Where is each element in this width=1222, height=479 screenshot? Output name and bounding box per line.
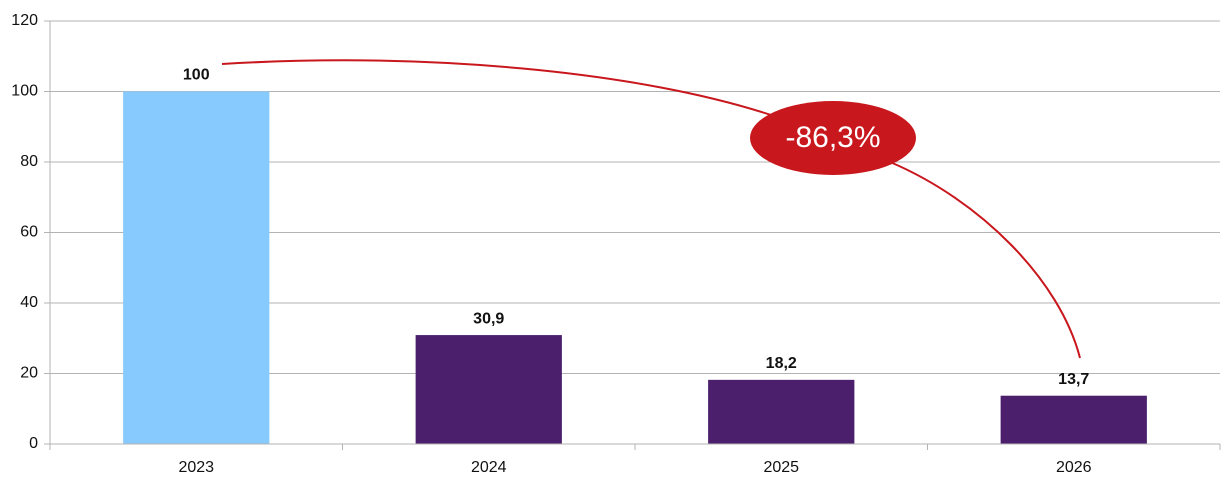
x-tick-label: 2025: [763, 459, 799, 476]
data-label: 100: [183, 67, 210, 84]
y-tick-label: 120: [11, 12, 38, 29]
y-tick-label: 40: [20, 294, 38, 311]
y-tick-label: 100: [11, 83, 38, 100]
x-tick-label: 2026: [1056, 459, 1092, 476]
bar: [1000, 395, 1147, 444]
y-tick-label: 60: [20, 224, 38, 241]
annotation-arrow: [889, 161, 1081, 359]
annotation-arrow: [221, 59, 781, 119]
bar: [415, 335, 562, 444]
y-tick-label: 20: [20, 365, 38, 382]
bar: [123, 91, 270, 444]
y-tick-label: 80: [20, 153, 38, 170]
x-tick-label: 2024: [471, 459, 507, 476]
y-tick-label: 0: [29, 435, 38, 452]
data-label: 18,2: [766, 355, 797, 372]
data-label: 13,7: [1058, 371, 1089, 388]
data-label: 30,9: [473, 310, 504, 327]
annotation-bubble: [750, 101, 916, 175]
x-tick-label: 2023: [178, 459, 214, 476]
bar: [708, 379, 855, 444]
plot-area: 0 20 40 60 80 100 120 2023 100 2024 30,9 2025 18,2 20…: [11, 12, 1221, 476]
annotation-text: -86,3%: [785, 121, 880, 154]
